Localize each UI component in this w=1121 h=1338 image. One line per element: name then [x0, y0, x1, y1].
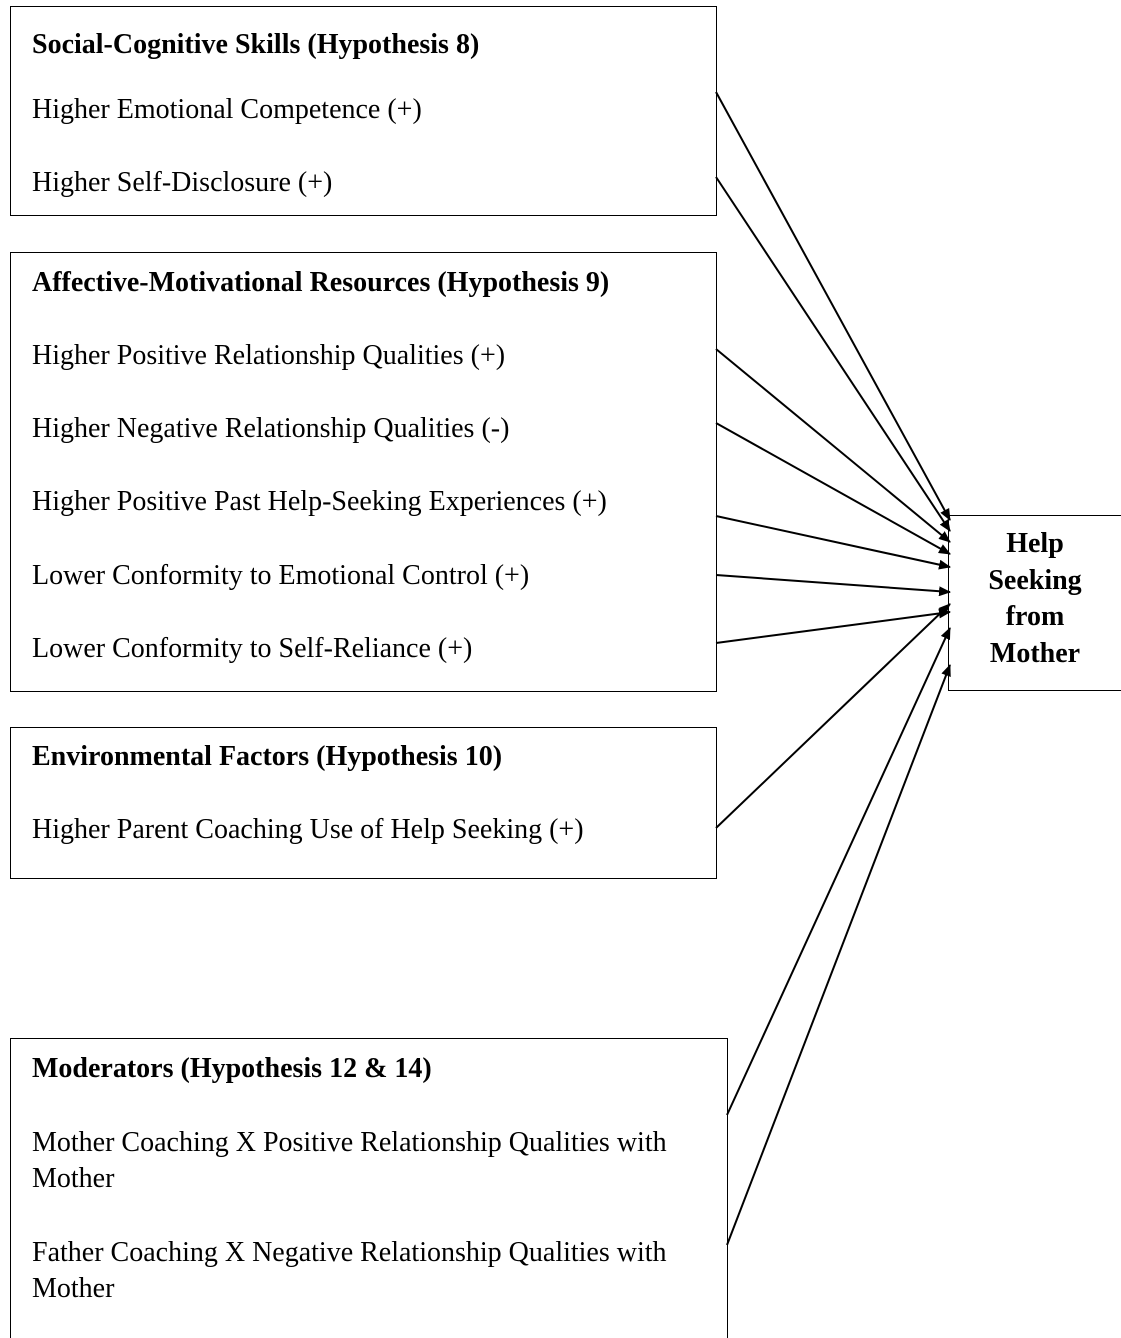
group-item: Lower Conformity to Emotional Control (+… — [32, 560, 530, 591]
arrow — [726, 627, 951, 1116]
arrow — [715, 348, 951, 543]
group-item: Higher Negative Relationship Qualities (… — [32, 413, 510, 444]
group-item: Mother Coaching X Positive Relationship … — [32, 1127, 667, 1194]
group-box — [10, 727, 717, 879]
group-item: Father Coaching X Negative Relationship … — [32, 1237, 667, 1304]
arrow — [715, 574, 951, 597]
arrow — [715, 608, 951, 644]
group-box — [10, 252, 717, 692]
arrow — [726, 664, 951, 1246]
group-item: Higher Positive Relationship Qualities (… — [32, 340, 506, 371]
group-title: Moderators (Hypothesis 12 & 14) — [32, 1053, 432, 1084]
group-title: Social-Cognitive Skills (Hypothesis 8) — [32, 29, 480, 60]
group-item: Higher Parent Coaching Use of Help Seeki… — [32, 814, 584, 845]
group-item: Higher Self-Disclosure (+) — [32, 167, 333, 198]
group-box — [10, 1038, 728, 1338]
arrow — [715, 422, 951, 555]
group-title: Affective-Motivational Resources (Hypoth… — [32, 267, 610, 298]
group-item: Higher Positive Past Help-Seeking Experi… — [32, 486, 607, 517]
arrow — [715, 176, 951, 532]
arrow — [715, 603, 951, 829]
outcome-box: Help Seeking from Mother — [948, 515, 1121, 691]
outcome-label: Help Seeking from Mother — [988, 528, 1082, 669]
group-item: Higher Emotional Competence (+) — [32, 94, 422, 125]
group-box — [10, 6, 717, 216]
group-item: Lower Conformity to Self-Reliance (+) — [32, 633, 473, 664]
arrow — [715, 515, 951, 570]
arrow — [715, 91, 951, 521]
group-title: Environmental Factors (Hypothesis 10) — [32, 741, 503, 772]
